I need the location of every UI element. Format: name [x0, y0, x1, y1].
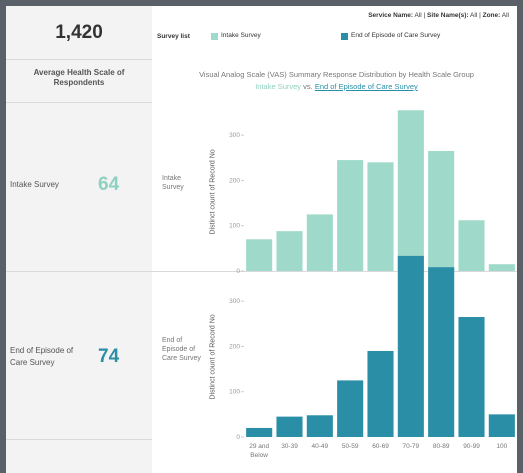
y-tick-label: 200 — [229, 177, 240, 184]
y-tick-label: 300 — [229, 132, 240, 139]
bar-end-8 — [488, 414, 515, 437]
y-tick-label: 0 — [236, 268, 240, 275]
site-filter-label: Site Name(s): — [427, 12, 469, 19]
divider — [6, 59, 152, 60]
divider — [6, 102, 152, 103]
x-tick-label: 90-99 — [463, 443, 480, 450]
y-tick-label: 0 — [236, 434, 240, 441]
bar-intake-7 — [458, 220, 485, 271]
intake-avg-value: 64 — [98, 174, 120, 195]
x-tick-label: 30-39 — [281, 443, 298, 450]
bar-intake-8 — [488, 264, 515, 271]
legend-swatch-intake[interactable] — [211, 33, 218, 40]
bar-intake-5 — [397, 110, 424, 271]
legend-item-end[interactable]: End of Episode of Care Survey — [351, 32, 441, 39]
y-tick-label: 100 — [229, 389, 240, 396]
bar-intake-6 — [428, 151, 455, 271]
y-tick-label: 300 — [229, 298, 240, 305]
x-tick-label: Below — [250, 452, 268, 459]
service-filter-value: All — [414, 12, 422, 19]
end-avg-value: 74 — [98, 346, 120, 367]
bar-intake-3 — [337, 160, 364, 271]
site-filter-value: All — [470, 12, 478, 19]
dashboard: 1,420 Average Health Scale of Respondent… — [6, 6, 517, 473]
service-filter-label: Service Name: — [368, 12, 414, 19]
bar-end-0 — [246, 427, 273, 437]
bar-intake-1 — [276, 231, 303, 271]
bar-intake-4 — [367, 162, 394, 271]
bar-end-2 — [306, 415, 333, 437]
panel-label-intake: Intake Survey — [162, 175, 184, 191]
x-tick-label: 50-59 — [342, 443, 359, 450]
bar-end-4 — [367, 350, 394, 437]
summary-panel: 1,420 Average Health Scale of Respondent… — [6, 6, 152, 473]
legend-item-intake[interactable]: Intake Survey — [221, 32, 261, 39]
bar-intake-0 — [246, 239, 273, 271]
panel-label-end: End of Episode of Care Survey — [162, 337, 201, 362]
x-tick-label: 70-79 — [403, 443, 420, 450]
y-tick-label: 200 — [229, 343, 240, 350]
bar-end-5 — [397, 255, 424, 437]
x-tick-label: 60-69 — [372, 443, 389, 450]
bar-end-1 — [276, 416, 303, 437]
zone-filter-value: All — [501, 12, 509, 19]
subtitle-intake: Intake Survey — [255, 82, 302, 91]
bar-intake-2 — [306, 214, 333, 271]
histogram-chart: 0 100 200 300 0 100 200 300 29 and Below 30-39 40-4… — [229, 110, 515, 459]
separator: | — [479, 12, 481, 19]
legend-swatch-end[interactable] — [341, 33, 348, 40]
bar-end-3 — [337, 380, 364, 437]
divider — [6, 439, 152, 440]
avg-heading: Average Health Scale of Respondents — [33, 68, 125, 87]
legend-title: Survey list — [157, 33, 190, 40]
x-tick-label: 40-49 — [312, 443, 329, 450]
end-row-label: End of Episode of Care Survey — [10, 346, 74, 367]
panel-divider — [6, 271, 517, 272]
x-tick-label: 100 — [496, 443, 507, 450]
subtitle-end: End of Episode of Care Survey — [314, 82, 418, 91]
zone-filter-label: Zone: — [482, 12, 501, 19]
chart-title: Visual Analog Scale (VAS) Summary Respon… — [156, 69, 517, 93]
intake-row-label: Intake Survey — [10, 180, 59, 189]
bar-end-7 — [458, 317, 485, 437]
x-tick-label: 80-89 — [433, 443, 450, 450]
separator: | — [423, 12, 426, 19]
filter-summary[interactable]: Service Name: All | Site Name(s): All | … — [368, 12, 509, 19]
total-count: 1,420 — [55, 22, 103, 43]
x-tick-label: 29 and — [249, 443, 269, 450]
y-tick-label: 100 — [229, 223, 240, 230]
chart-title-text: Visual Analog Scale (VAS) Summary Respon… — [199, 70, 474, 79]
subtitle-vs: vs. — [303, 82, 313, 91]
bar-end-6 — [428, 267, 455, 437]
